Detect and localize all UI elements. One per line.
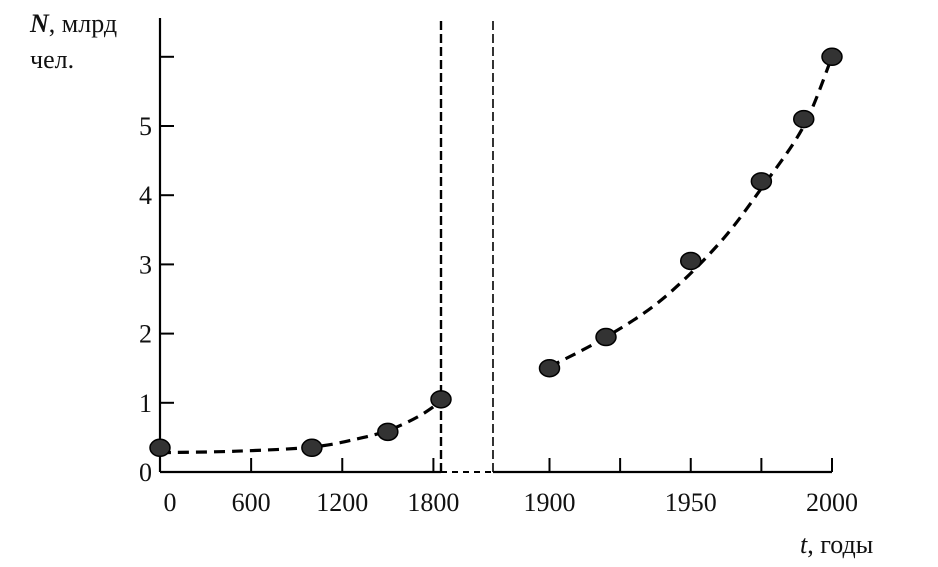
data-point <box>301 438 323 458</box>
y-tick-label: 5 <box>139 112 152 141</box>
y-axis-symbol: N <box>29 9 50 38</box>
x-tick-label: 0 <box>164 488 177 517</box>
x-axis-label: t, годы <box>800 530 873 559</box>
data-point <box>750 172 773 191</box>
x-tick-label: 1200 <box>316 488 368 517</box>
data-point <box>430 390 452 409</box>
y-tick-label: 0 <box>139 458 152 487</box>
data-point <box>377 422 399 442</box>
x-axis-symbol: t <box>800 530 808 559</box>
data-point <box>149 438 171 458</box>
y-tick-label: 1 <box>139 389 152 418</box>
data-point <box>793 109 815 129</box>
data-point <box>595 327 617 347</box>
chart-marks <box>149 47 843 458</box>
data-point <box>821 47 843 67</box>
axes: 0 1 2 3 4 5 0 600 1200 1800 1900 1950 2000 <box>139 18 858 517</box>
y-tick-label: 3 <box>139 250 152 279</box>
y-axis-unit-line1: , млрд <box>49 9 117 38</box>
x-tick-label: 600 <box>232 488 271 517</box>
x-tick-label: 1950 <box>665 488 717 517</box>
axis-labels: N, млрд чел. t, годы <box>29 9 873 559</box>
x-tick-label: 2000 <box>806 488 858 517</box>
data-point <box>680 251 702 271</box>
data-point <box>538 358 561 378</box>
y-axis-label: N, млрд <box>29 9 117 38</box>
trend-curve-left <box>159 400 442 455</box>
trend-curve-right <box>548 56 834 369</box>
y-tick-label: 4 <box>139 181 152 210</box>
x-tick-label: 1900 <box>524 488 576 517</box>
x-axis-unit: , годы <box>807 530 873 559</box>
y-tick-label: 2 <box>139 320 152 349</box>
y-axis-unit-line2: чел. <box>30 45 74 74</box>
x-tick-label: 1800 <box>407 488 459 517</box>
